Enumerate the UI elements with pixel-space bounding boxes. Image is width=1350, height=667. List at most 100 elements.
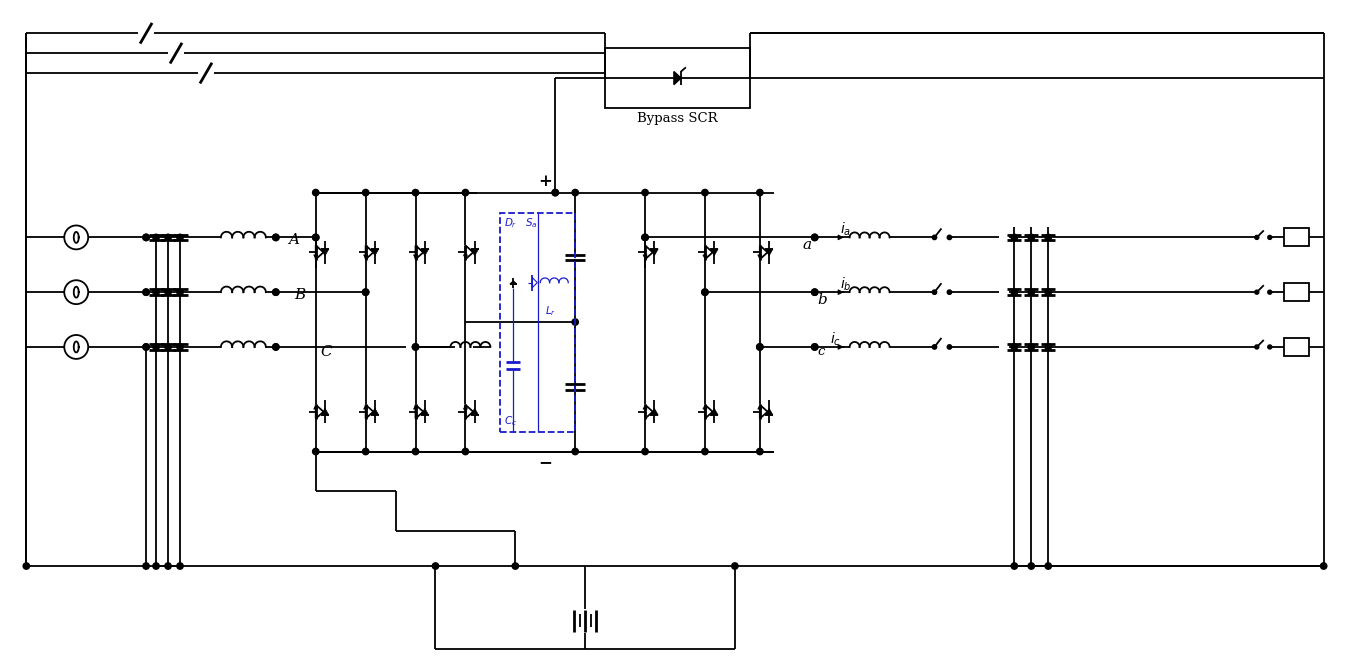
Circle shape <box>412 344 418 350</box>
Circle shape <box>933 235 937 239</box>
Circle shape <box>811 234 818 241</box>
Circle shape <box>1011 344 1018 350</box>
Circle shape <box>1011 289 1018 295</box>
Polygon shape <box>371 249 379 255</box>
Circle shape <box>1045 234 1052 241</box>
Circle shape <box>756 189 763 196</box>
Circle shape <box>273 344 279 350</box>
Bar <box>1284 338 1310 356</box>
Text: $C_c$: $C_c$ <box>505 414 517 428</box>
Circle shape <box>412 448 418 455</box>
Circle shape <box>732 563 738 569</box>
Circle shape <box>165 289 171 295</box>
Circle shape <box>811 344 818 350</box>
Circle shape <box>641 189 648 196</box>
Circle shape <box>143 234 150 241</box>
Circle shape <box>933 290 937 294</box>
Circle shape <box>1045 563 1052 569</box>
Text: a: a <box>803 238 811 252</box>
Polygon shape <box>765 408 774 415</box>
Polygon shape <box>651 408 659 415</box>
Circle shape <box>756 448 763 455</box>
Circle shape <box>702 289 709 295</box>
Circle shape <box>1029 344 1034 350</box>
Circle shape <box>412 189 418 196</box>
Circle shape <box>177 563 184 569</box>
Circle shape <box>1029 289 1034 295</box>
Text: A: A <box>288 233 298 247</box>
Polygon shape <box>674 71 682 85</box>
Circle shape <box>572 448 578 455</box>
Circle shape <box>273 344 279 350</box>
Polygon shape <box>765 249 774 255</box>
Circle shape <box>1254 345 1258 349</box>
Circle shape <box>153 344 159 350</box>
Circle shape <box>756 344 763 350</box>
Circle shape <box>432 563 439 569</box>
Circle shape <box>641 448 648 455</box>
Circle shape <box>362 289 369 295</box>
Circle shape <box>313 234 319 241</box>
Text: $S_a$: $S_a$ <box>525 217 537 230</box>
Circle shape <box>143 344 150 350</box>
Circle shape <box>313 448 319 455</box>
Polygon shape <box>710 408 718 415</box>
Circle shape <box>165 344 171 350</box>
Circle shape <box>143 289 150 295</box>
Text: Bypass SCR: Bypass SCR <box>637 112 718 125</box>
Polygon shape <box>421 408 429 415</box>
Circle shape <box>1268 235 1272 239</box>
Circle shape <box>572 319 578 325</box>
Polygon shape <box>321 408 329 415</box>
Text: $D_r$: $D_r$ <box>505 217 517 230</box>
Circle shape <box>1029 234 1034 241</box>
Bar <box>1284 283 1310 301</box>
Polygon shape <box>471 408 479 415</box>
Circle shape <box>1029 563 1034 569</box>
Text: +: + <box>539 173 552 189</box>
Text: B: B <box>294 288 305 302</box>
Circle shape <box>948 290 952 294</box>
Circle shape <box>756 344 763 350</box>
Circle shape <box>702 289 709 295</box>
Circle shape <box>362 189 369 196</box>
Circle shape <box>23 563 30 569</box>
Circle shape <box>273 234 279 241</box>
Circle shape <box>552 189 559 196</box>
Circle shape <box>362 289 369 295</box>
Circle shape <box>512 563 518 569</box>
Circle shape <box>313 234 319 241</box>
Circle shape <box>1011 234 1018 241</box>
Circle shape <box>143 289 150 295</box>
Polygon shape <box>471 249 479 255</box>
Circle shape <box>811 289 818 295</box>
Text: $i_c$: $i_c$ <box>830 330 841 348</box>
Circle shape <box>273 289 279 295</box>
Text: $i_a$: $i_a$ <box>840 221 850 238</box>
Circle shape <box>313 189 319 196</box>
Circle shape <box>462 189 468 196</box>
Circle shape <box>948 235 952 239</box>
Circle shape <box>143 563 150 569</box>
Circle shape <box>177 289 184 295</box>
Circle shape <box>933 345 937 349</box>
Circle shape <box>641 234 648 241</box>
Circle shape <box>1045 289 1052 295</box>
Text: $i_b$: $i_b$ <box>840 275 852 293</box>
Circle shape <box>552 189 559 196</box>
Bar <box>1284 228 1310 246</box>
Circle shape <box>273 289 279 295</box>
Circle shape <box>1320 563 1327 569</box>
Circle shape <box>153 563 159 569</box>
Polygon shape <box>321 249 329 255</box>
Text: b: b <box>818 293 828 307</box>
Circle shape <box>362 448 369 455</box>
Circle shape <box>153 289 159 295</box>
Circle shape <box>702 189 709 196</box>
Polygon shape <box>421 249 429 255</box>
Circle shape <box>462 448 468 455</box>
Circle shape <box>1011 563 1018 569</box>
Circle shape <box>1254 235 1258 239</box>
Circle shape <box>177 344 184 350</box>
Circle shape <box>143 234 150 241</box>
